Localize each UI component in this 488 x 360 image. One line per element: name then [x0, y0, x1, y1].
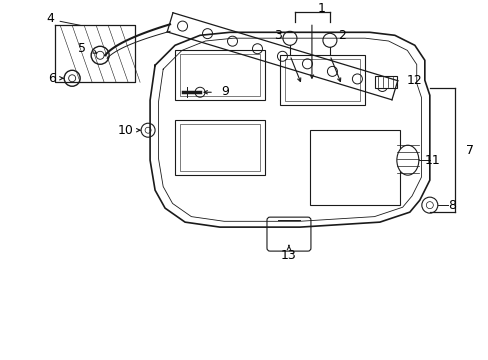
Bar: [175, 50, 264, 100]
Text: 9: 9: [221, 85, 228, 98]
Text: 8: 8: [447, 199, 455, 212]
Bar: [285, 59, 359, 101]
Text: 4: 4: [46, 12, 54, 25]
FancyBboxPatch shape: [266, 217, 310, 251]
Bar: [175, 120, 264, 175]
Bar: [180, 54, 260, 96]
Text: 11: 11: [424, 154, 440, 167]
Text: 12: 12: [406, 74, 422, 87]
Text: 2: 2: [337, 29, 345, 42]
Bar: [280, 55, 364, 105]
Bar: [180, 124, 260, 171]
Bar: [374, 76, 396, 88]
Text: 6: 6: [48, 72, 56, 85]
Text: 13: 13: [281, 249, 296, 262]
Text: 7: 7: [465, 144, 473, 157]
Text: 5: 5: [78, 42, 86, 55]
Text: 1: 1: [317, 2, 325, 15]
Text: 10: 10: [117, 124, 133, 137]
Bar: [309, 130, 399, 205]
Ellipse shape: [396, 145, 418, 175]
Text: 3: 3: [273, 29, 281, 42]
